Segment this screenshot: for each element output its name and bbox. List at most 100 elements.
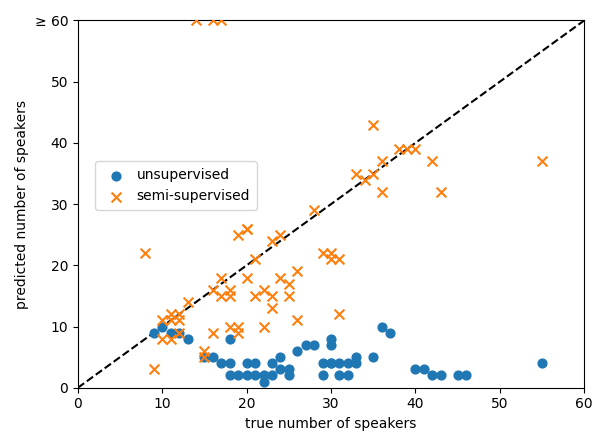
unsupervised [419, 366, 429, 373]
semi-supervised [166, 335, 176, 343]
semi-supervised [318, 249, 328, 256]
unsupervised [326, 359, 336, 367]
Legend: unsupervised, semi-supervised: unsupervised, semi-supervised [95, 161, 257, 210]
semi-supervised [284, 280, 294, 287]
semi-supervised [183, 298, 193, 306]
unsupervised [377, 323, 387, 330]
semi-supervised [410, 145, 420, 153]
Point [208, 17, 218, 24]
semi-supervised [250, 292, 260, 299]
unsupervised [242, 359, 252, 367]
semi-supervised [174, 329, 184, 336]
unsupervised [225, 372, 235, 379]
unsupervised [318, 372, 328, 379]
semi-supervised [436, 188, 446, 195]
semi-supervised [233, 323, 243, 330]
semi-supervised [292, 268, 302, 275]
semi-supervised [275, 231, 285, 238]
unsupervised [208, 354, 218, 361]
semi-supervised [216, 274, 226, 281]
semi-supervised [258, 323, 268, 330]
unsupervised [461, 372, 471, 379]
unsupervised [453, 372, 463, 379]
semi-supervised [427, 158, 437, 165]
unsupervised [326, 341, 336, 348]
semi-supervised [368, 170, 378, 177]
semi-supervised [292, 317, 302, 324]
semi-supervised [267, 237, 277, 244]
unsupervised [174, 329, 184, 336]
semi-supervised [326, 256, 336, 263]
semi-supervised [377, 188, 387, 195]
unsupervised [284, 366, 294, 373]
unsupervised [284, 372, 294, 379]
unsupervised [334, 372, 344, 379]
semi-supervised [149, 366, 159, 373]
semi-supervised [157, 317, 167, 324]
semi-supervised [368, 121, 378, 128]
semi-supervised [174, 317, 184, 324]
semi-supervised [326, 249, 336, 256]
semi-supervised [377, 158, 387, 165]
unsupervised [149, 329, 159, 336]
unsupervised [436, 372, 446, 379]
semi-supervised [394, 145, 404, 153]
semi-supervised [267, 292, 277, 299]
unsupervised [275, 354, 285, 361]
semi-supervised [242, 225, 252, 232]
semi-supervised [208, 329, 218, 336]
semi-supervised [199, 354, 209, 361]
X-axis label: true number of speakers: true number of speakers [246, 417, 416, 431]
semi-supervised [233, 231, 243, 238]
semi-supervised [166, 317, 176, 324]
Point [216, 17, 226, 24]
unsupervised [309, 341, 319, 348]
unsupervised [427, 372, 437, 379]
unsupervised [318, 359, 328, 367]
semi-supervised [351, 170, 361, 177]
unsupervised [183, 335, 193, 343]
semi-supervised [225, 323, 235, 330]
unsupervised [233, 372, 243, 379]
unsupervised [242, 372, 252, 379]
semi-supervised [537, 158, 547, 165]
semi-supervised [225, 292, 235, 299]
semi-supervised [174, 311, 184, 318]
unsupervised [326, 359, 336, 367]
unsupervised [343, 359, 353, 367]
unsupervised [334, 359, 344, 367]
semi-supervised [233, 329, 243, 336]
Y-axis label: predicted number of speakers: predicted number of speakers [15, 99, 29, 309]
unsupervised [410, 366, 420, 373]
semi-supervised [199, 347, 209, 355]
Point [191, 17, 201, 24]
semi-supervised [309, 206, 319, 214]
semi-supervised [242, 225, 252, 232]
unsupervised [537, 359, 547, 367]
unsupervised [258, 372, 268, 379]
unsupervised [275, 366, 285, 373]
unsupervised [199, 354, 209, 361]
unsupervised [267, 359, 277, 367]
semi-supervised [334, 256, 344, 263]
semi-supervised [267, 305, 277, 312]
unsupervised [250, 372, 260, 379]
semi-supervised [208, 286, 218, 293]
unsupervised [343, 372, 353, 379]
semi-supervised [216, 292, 226, 299]
unsupervised [166, 329, 176, 336]
unsupervised [292, 347, 302, 355]
unsupervised [351, 359, 361, 367]
semi-supervised [258, 286, 268, 293]
unsupervised [351, 354, 361, 361]
unsupervised [258, 378, 268, 385]
semi-supervised [140, 249, 150, 256]
unsupervised [301, 341, 311, 348]
semi-supervised [360, 176, 370, 183]
semi-supervised [334, 311, 344, 318]
unsupervised [385, 329, 395, 336]
unsupervised [157, 323, 167, 330]
semi-supervised [157, 335, 167, 343]
semi-supervised [275, 274, 285, 281]
unsupervised [267, 372, 277, 379]
